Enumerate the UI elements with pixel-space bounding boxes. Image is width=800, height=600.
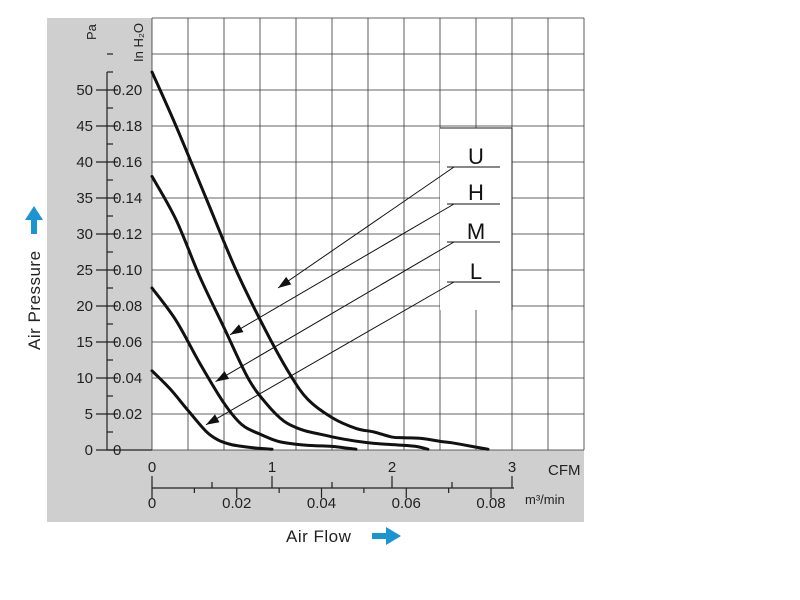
y-tick-label-pa: 50 [76,82,93,99]
y-tick-label-inh2o: 0.04 [113,370,142,387]
curve-h [150,174,430,451]
y-tick-label-pa: 40 [76,154,93,171]
legend-label-l: L [470,259,482,284]
y-tick-label-inh2o: 0.02 [113,406,142,423]
x-tick-label-m3min: 0 [148,495,156,512]
y-tick-label-pa: 5 [85,406,93,423]
x-tick-label-cfm: 2 [388,459,396,476]
y-tick-label-inh2o: 0.12 [113,226,142,243]
x-axis: 0 1 2 3 0 0.02 0.04 0.06 0.08 [148,459,516,512]
right-arrow-icon [372,527,401,545]
x-unit-m3min: m³/min [525,492,565,507]
curve-l [150,369,274,451]
x-axis-title: Air Flow [286,527,352,546]
curve-m [150,286,358,451]
legend-arrowhead [230,324,244,335]
legend-arrowhead [215,371,230,382]
legend-label-u: U [468,144,484,169]
y-unit-inh2o: In H₂O [131,23,146,62]
y-tick-label-inh2o: 0.06 [113,334,142,351]
y-tick-label-inh2o: 0.10 [113,262,142,279]
x-tick-label-cfm: 3 [508,459,516,476]
y-tick-label-pa: 35 [76,190,93,207]
y-tick-label-pa: 0 [85,442,93,459]
x-unit-cfm: CFM [548,462,581,479]
legend-arrowhead [278,276,292,288]
y-tick-label-pa: 20 [76,298,93,315]
y-tick-label-inh2o: 0.14 [113,190,142,207]
y-tick-label-pa: 45 [76,118,93,135]
legend-label-h: H [468,180,484,205]
y-tick-label-inh2o: 0.16 [113,154,142,171]
y-tick-label-inh2o: 0 [113,442,121,459]
curves [150,70,490,451]
y-axis-title: Air Pressure [25,250,44,350]
y-axis: 0 0 5 0.02 10 0.04 15 0.06 20 0.08 25 0.10 30 0.12 35 0… [76,53,152,459]
y-tick-label-inh2o: 0.08 [113,298,142,315]
curve-u [150,70,490,451]
y-tick-label-inh2o: 0.18 [113,118,142,135]
legend-label-m: M [467,219,485,244]
bottom-axis-panel [47,450,584,522]
x-tick-label-m3min: 0.06 [392,495,421,512]
legend-leader-line [215,241,455,383]
up-arrow-icon [25,206,43,234]
legend-leader-line [229,203,455,336]
x-tick-label-cfm: 0 [148,459,156,476]
y-unit-pa: Pa [84,23,99,40]
x-tick-label-m3min: 0.02 [222,495,251,512]
y-tick-label-inh2o: 0.20 [113,82,142,99]
legend-leader-line [277,166,455,289]
x-tick-label-m3min: 0.04 [307,495,336,512]
legend-leader-line [205,281,455,426]
x-tick-label-m3min: 0.08 [476,495,505,512]
legend-background [440,128,512,310]
y-tick-label-pa: 15 [76,334,93,351]
legend-arrowhead [206,414,220,425]
x-tick-label-cfm: 1 [268,459,276,476]
y-tick-label-pa: 25 [76,262,93,279]
y-tick-label-pa: 30 [76,226,93,243]
y-tick-label-pa: 10 [76,370,93,387]
